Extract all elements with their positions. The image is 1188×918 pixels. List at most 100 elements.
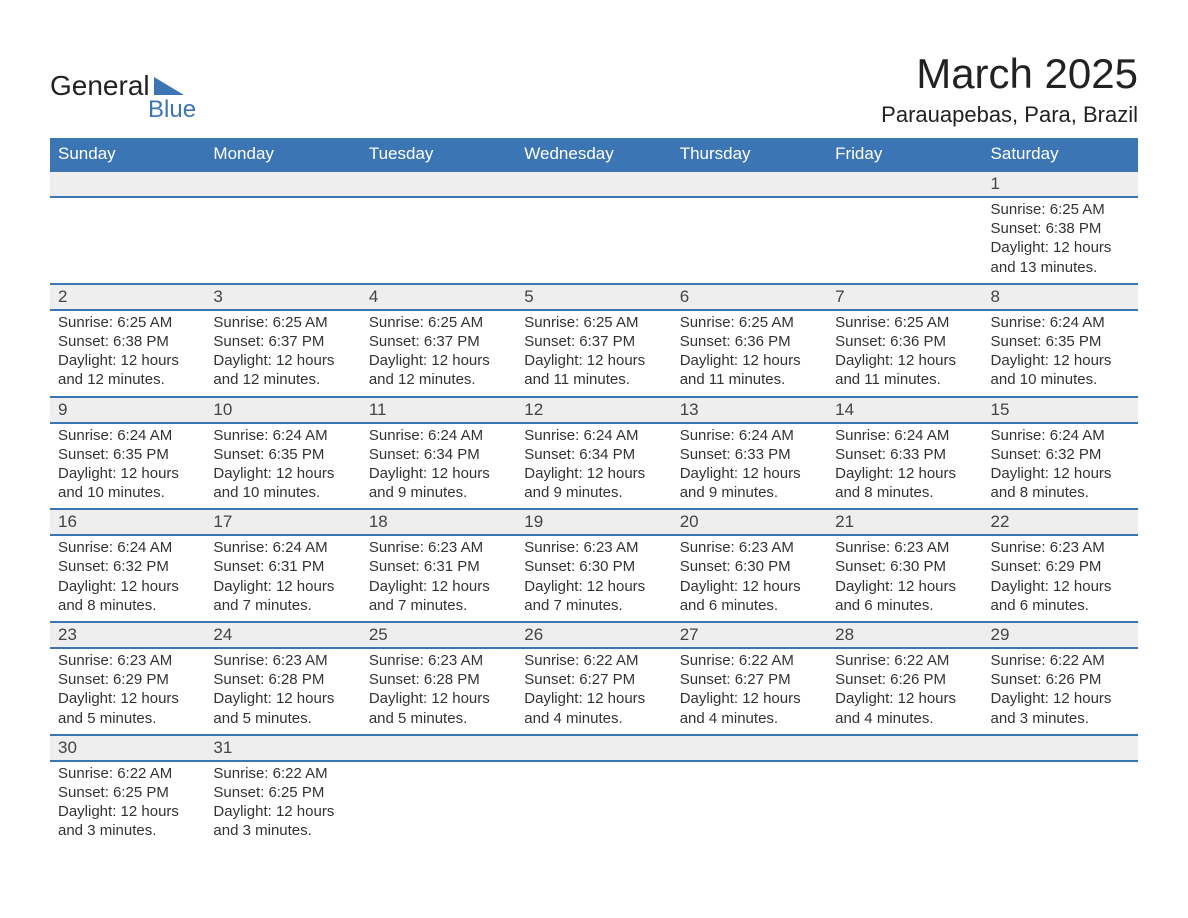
day-number-cell: 14 [827, 397, 982, 423]
calendar-table: SundayMondayTuesdayWednesdayThursdayFrid… [50, 138, 1138, 847]
day-number: 1 [983, 172, 1138, 196]
day-detail-cell: Sunrise: 6:24 AMSunset: 6:31 PMDaylight:… [205, 535, 360, 622]
day-detail-cell: Sunrise: 6:23 AMSunset: 6:29 PMDaylight:… [983, 535, 1138, 622]
day-number-cell: 17 [205, 509, 360, 535]
day-detail-cell: Sunrise: 6:24 AMSunset: 6:35 PMDaylight:… [50, 423, 205, 510]
sunset: Sunset: 6:38 PM [991, 219, 1130, 238]
day-number-cell: 12 [516, 397, 671, 423]
daylight: Daylight: 12 hours and 5 minutes. [369, 689, 508, 727]
day-detail-cell: Sunrise: 6:23 AMSunset: 6:30 PMDaylight:… [516, 535, 671, 622]
day-number: 9 [50, 398, 205, 422]
day-detail: Sunrise: 6:22 AMSunset: 6:26 PMDaylight:… [983, 649, 1138, 734]
day-number: 5 [516, 285, 671, 309]
day-detail: Sunrise: 6:24 AMSunset: 6:32 PMDaylight:… [50, 536, 205, 621]
sunrise: Sunrise: 6:25 AM [835, 313, 974, 332]
sunset: Sunset: 6:31 PM [369, 557, 508, 576]
day-detail-cell: Sunrise: 6:25 AMSunset: 6:37 PMDaylight:… [516, 310, 671, 397]
calendar-header-row: SundayMondayTuesdayWednesdayThursdayFrid… [50, 138, 1138, 171]
sunset: Sunset: 6:28 PM [369, 670, 508, 689]
day-number-cell [983, 735, 1138, 761]
day-detail: Sunrise: 6:22 AMSunset: 6:27 PMDaylight:… [516, 649, 671, 734]
day-number-cell: 28 [827, 622, 982, 648]
sunrise: Sunrise: 6:23 AM [991, 538, 1130, 557]
sunrise: Sunrise: 6:22 AM [835, 651, 974, 670]
day-detail: Sunrise: 6:24 AMSunset: 6:32 PMDaylight:… [983, 424, 1138, 509]
day-number-cell: 21 [827, 509, 982, 535]
day-number: 12 [516, 398, 671, 422]
day-detail: Sunrise: 6:24 AMSunset: 6:31 PMDaylight:… [205, 536, 360, 621]
sunset: Sunset: 6:30 PM [524, 557, 663, 576]
daylight: Daylight: 12 hours and 7 minutes. [524, 577, 663, 615]
day-number: 4 [361, 285, 516, 309]
day-detail-cell: Sunrise: 6:24 AMSunset: 6:35 PMDaylight:… [983, 310, 1138, 397]
day-detail: Sunrise: 6:23 AMSunset: 6:30 PMDaylight:… [516, 536, 671, 621]
day-detail: Sunrise: 6:22 AMSunset: 6:25 PMDaylight:… [50, 762, 205, 847]
sunset: Sunset: 6:36 PM [835, 332, 974, 351]
day-number: 27 [672, 623, 827, 647]
day-number-cell [205, 171, 360, 197]
sunset: Sunset: 6:27 PM [524, 670, 663, 689]
sunset: Sunset: 6:37 PM [369, 332, 508, 351]
day-detail-cell: Sunrise: 6:25 AMSunset: 6:38 PMDaylight:… [983, 197, 1138, 284]
sunset: Sunset: 6:37 PM [213, 332, 352, 351]
day-number-cell: 8 [983, 284, 1138, 310]
day-detail-cell [516, 761, 671, 847]
day-number-cell [672, 735, 827, 761]
sunset: Sunset: 6:27 PM [680, 670, 819, 689]
sunset: Sunset: 6:31 PM [213, 557, 352, 576]
day-detail-cell: Sunrise: 6:22 AMSunset: 6:25 PMDaylight:… [50, 761, 205, 847]
day-detail-cell: Sunrise: 6:25 AMSunset: 6:36 PMDaylight:… [672, 310, 827, 397]
day-detail-cell: Sunrise: 6:22 AMSunset: 6:27 PMDaylight:… [672, 648, 827, 735]
daylight: Daylight: 12 hours and 8 minutes. [58, 577, 197, 615]
day-detail-cell [516, 197, 671, 284]
daylight: Daylight: 12 hours and 8 minutes. [991, 464, 1130, 502]
day-detail-cell [205, 197, 360, 284]
daylight: Daylight: 12 hours and 9 minutes. [680, 464, 819, 502]
month-title: March 2025 [881, 50, 1138, 98]
day-detail: Sunrise: 6:23 AMSunset: 6:28 PMDaylight:… [361, 649, 516, 734]
day-detail: Sunrise: 6:25 AMSunset: 6:38 PMDaylight:… [983, 198, 1138, 283]
day-header: Saturday [983, 138, 1138, 171]
day-detail: Sunrise: 6:24 AMSunset: 6:35 PMDaylight:… [50, 424, 205, 509]
day-detail-cell [827, 197, 982, 284]
day-number: 16 [50, 510, 205, 534]
sunrise: Sunrise: 6:25 AM [213, 313, 352, 332]
sunrise: Sunrise: 6:23 AM [835, 538, 974, 557]
daylight: Daylight: 12 hours and 6 minutes. [680, 577, 819, 615]
day-detail-cell: Sunrise: 6:23 AMSunset: 6:30 PMDaylight:… [672, 535, 827, 622]
daylight: Daylight: 12 hours and 6 minutes. [835, 577, 974, 615]
sunrise: Sunrise: 6:25 AM [369, 313, 508, 332]
day-detail: Sunrise: 6:25 AMSunset: 6:36 PMDaylight:… [672, 311, 827, 396]
sunset: Sunset: 6:25 PM [213, 783, 352, 802]
day-number-cell: 2 [50, 284, 205, 310]
sunrise: Sunrise: 6:23 AM [58, 651, 197, 670]
sunrise: Sunrise: 6:25 AM [524, 313, 663, 332]
sunset: Sunset: 6:34 PM [524, 445, 663, 464]
day-detail: Sunrise: 6:22 AMSunset: 6:25 PMDaylight:… [205, 762, 360, 847]
title-block: March 2025 Parauapebas, Para, Brazil [881, 50, 1138, 128]
day-detail: Sunrise: 6:23 AMSunset: 6:30 PMDaylight:… [827, 536, 982, 621]
sunrise: Sunrise: 6:22 AM [991, 651, 1130, 670]
sunset: Sunset: 6:33 PM [680, 445, 819, 464]
sunrise: Sunrise: 6:24 AM [58, 538, 197, 557]
day-detail-cell: Sunrise: 6:23 AMSunset: 6:28 PMDaylight:… [205, 648, 360, 735]
daylight: Daylight: 12 hours and 6 minutes. [991, 577, 1130, 615]
day-detail-cell: Sunrise: 6:23 AMSunset: 6:31 PMDaylight:… [361, 535, 516, 622]
day-detail: Sunrise: 6:25 AMSunset: 6:37 PMDaylight:… [516, 311, 671, 396]
day-number-cell: 29 [983, 622, 1138, 648]
daylight: Daylight: 12 hours and 10 minutes. [213, 464, 352, 502]
sunrise: Sunrise: 6:23 AM [369, 651, 508, 670]
sunset: Sunset: 6:30 PM [680, 557, 819, 576]
day-detail-cell: Sunrise: 6:24 AMSunset: 6:34 PMDaylight:… [361, 423, 516, 510]
daylight: Daylight: 12 hours and 10 minutes. [58, 464, 197, 502]
day-detail: Sunrise: 6:24 AMSunset: 6:35 PMDaylight:… [983, 311, 1138, 396]
sunrise: Sunrise: 6:24 AM [524, 426, 663, 445]
daylight: Daylight: 12 hours and 7 minutes. [213, 577, 352, 615]
day-detail: Sunrise: 6:24 AMSunset: 6:34 PMDaylight:… [361, 424, 516, 509]
daylight: Daylight: 12 hours and 9 minutes. [524, 464, 663, 502]
day-header: Tuesday [361, 138, 516, 171]
day-header: Thursday [672, 138, 827, 171]
logo-text-blue: Blue [148, 96, 196, 124]
sunrise: Sunrise: 6:24 AM [991, 426, 1130, 445]
day-number: 26 [516, 623, 671, 647]
